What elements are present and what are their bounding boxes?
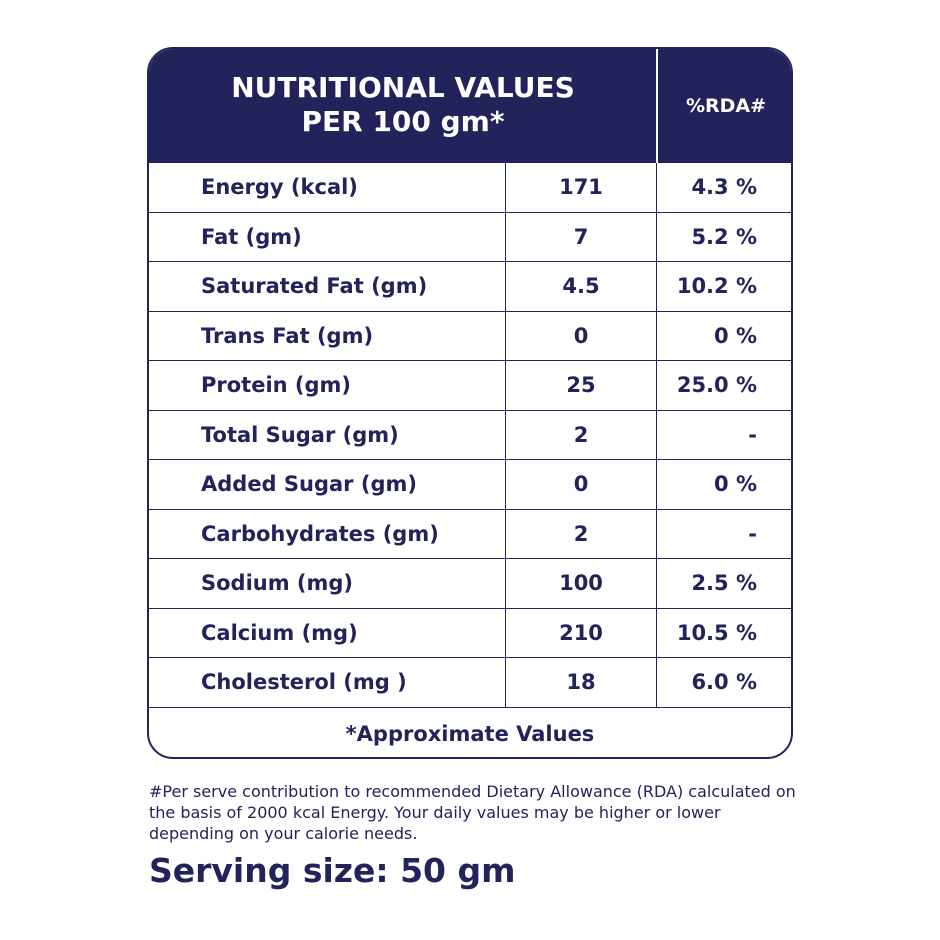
nutrient-rda: 0 % [656,311,791,360]
table-row: Protein (gm) 25 25.0 % [149,361,791,411]
nutrition-table: NUTRITIONAL VALUES PER 100 gm* %RDA# Ene… [147,47,793,759]
nutrient-value: 25 [505,361,656,410]
table-body: Energy (kcal) 171 4.3 % Fat (gm) 7 5.2 %… [149,163,791,708]
nutrient-rda: - [656,509,791,558]
nutrient-name: Sodium (mg) [201,571,354,596]
table-row: Calcium (mg) 210 10.5 % [149,608,791,658]
table-row: Sodium (mg) 100 2.5 % [149,559,791,609]
header-title-line1: NUTRITIONAL VALUES [231,71,575,104]
nutrient-rda: 0 % [656,460,791,509]
nutrient-value: 210 [505,608,656,657]
nutrient-value: 4.5 [505,262,656,311]
nutrient-value: 100 [505,559,656,608]
nutrient-rda: 10.5 % [656,608,791,657]
nutrient-value: 2 [505,410,656,459]
nutrient-name: Carbohydrates (gm) [201,521,439,546]
nutrient-value: 171 [505,163,656,212]
rda-footnote: #Per serve contribution to recommended D… [149,782,796,843]
nutrient-value: 0 [505,460,656,509]
nutrient-rda: 5.2 % [656,212,791,261]
nutrient-rda: 25.0 % [656,361,791,410]
nutrient-name: Energy (kcal) [201,175,358,200]
nutrient-name: Fat (gm) [201,224,302,249]
table-row: Cholesterol (mg ) 18 6.0 % [149,658,791,708]
nutrient-name: Saturated Fat (gm) [201,274,428,299]
nutrient-rda: 4.3 % [656,163,791,212]
table-row: Carbohydrates (gm) 2 - [149,509,791,559]
nutrient-value: 0 [505,311,656,360]
nutrient-rda: - [656,410,791,459]
table-row: Fat (gm) 7 5.2 % [149,212,791,262]
nutrient-name: Trans Fat (gm) [201,323,374,348]
nutrient-rda: 6.0 % [656,658,791,707]
table-row: Trans Fat (gm) 0 0 % [149,311,791,361]
nutrient-rda: 10.2 % [656,262,791,311]
table-row: Total Sugar (gm) 2 - [149,410,791,460]
table-row: Energy (kcal) 171 4.3 % [149,163,791,213]
nutrient-value: 2 [505,509,656,558]
table-row: Added Sugar (gm) 0 0 % [149,460,791,510]
header-rda: %RDA# [685,95,767,117]
header-title: NUTRITIONAL VALUES PER 100 gm* [149,71,657,139]
table-header: NUTRITIONAL VALUES PER 100 gm* %RDA# [149,49,791,163]
table-row: Saturated Fat (gm) 4.5 10.2 % [149,262,791,312]
header-title-line2: PER 100 gm* [301,105,505,138]
nutrient-name: Protein (gm) [201,373,352,398]
nutrient-value: 18 [505,658,656,707]
nutrient-name: Cholesterol (mg ) [201,670,407,695]
nutrient-value: 7 [505,212,656,261]
approximate-values-note: *Approximate Values [345,721,595,746]
nutrient-name: Total Sugar (gm) [201,422,399,447]
nutrient-name: Calcium (mg) [201,620,358,645]
nutrient-rda: 2.5 % [656,559,791,608]
nutrient-name: Added Sugar (gm) [201,472,417,497]
header-divider [656,49,658,163]
serving-size: Serving size: 50 gm [149,851,516,890]
